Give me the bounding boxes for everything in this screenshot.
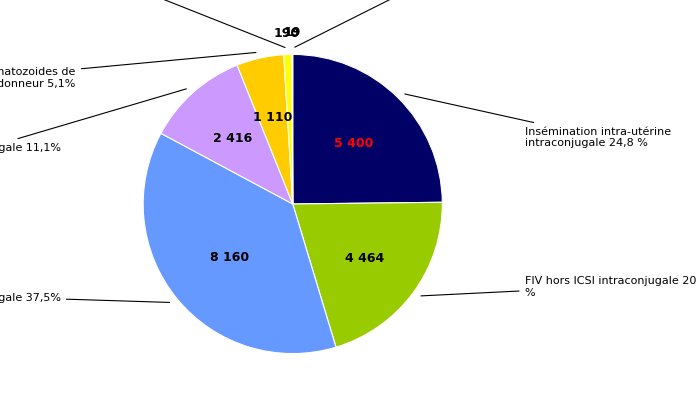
Text: AMP avec don d'ovocytes 0,9%: AMP avec don d'ovocytes 0,9% <box>7 0 285 48</box>
Wedge shape <box>161 66 293 204</box>
Text: 19: 19 <box>284 27 301 39</box>
Text: TEC intraconjugale 11,1%: TEC intraconjugale 11,1% <box>0 90 186 153</box>
Text: 8 160: 8 160 <box>210 250 249 263</box>
Text: ICSI intraconjugale 37,5%: ICSI intraconjugale 37,5% <box>0 292 169 303</box>
Wedge shape <box>293 55 443 204</box>
Text: FIV hors ICSI intraconjugale 20,5
%: FIV hors ICSI intraconjugale 20,5 % <box>421 276 697 297</box>
Text: 190: 190 <box>274 27 300 40</box>
Text: 4 464: 4 464 <box>346 251 385 264</box>
Text: Accueil d'embryons 0,1%: Accueil d'embryons 0,1% <box>295 0 516 48</box>
Wedge shape <box>284 55 293 204</box>
Text: AMP avec spermatozoides de
donneur 5,1%: AMP avec spermatozoides de donneur 5,1% <box>0 53 256 88</box>
Wedge shape <box>292 55 293 204</box>
Text: 2 416: 2 416 <box>213 131 252 144</box>
Text: Insémination intra-utérine
intraconjugale 24,8 %: Insémination intra-utérine intraconjugal… <box>405 95 671 148</box>
Text: 1 110: 1 110 <box>254 111 293 124</box>
Text: 5 400: 5 400 <box>334 137 374 149</box>
Wedge shape <box>237 56 293 204</box>
Wedge shape <box>143 134 336 354</box>
Wedge shape <box>293 203 443 347</box>
